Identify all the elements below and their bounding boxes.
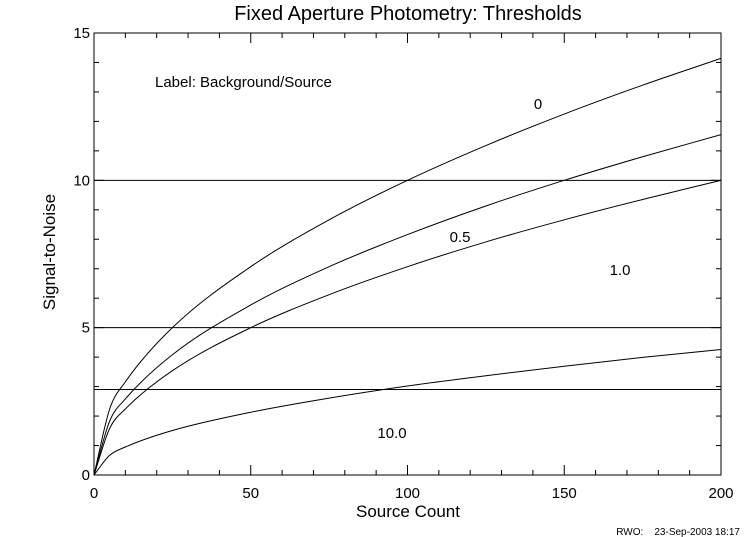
x-tick-label: 100 — [395, 485, 420, 502]
x-tick-label: 200 — [708, 485, 733, 502]
y-tick-label: 15 — [73, 25, 90, 42]
series-line-0.5 — [93, 134, 722, 476]
chart-title: Fixed Aperture Photometry: Thresholds — [234, 3, 582, 25]
series-label-0: 0 — [534, 96, 542, 113]
x-tick-label: 50 — [242, 485, 259, 502]
series-label-1.0: 1.0 — [610, 262, 631, 279]
footer-stamp: RWO: 23-Sep-2003 18:17 — [616, 527, 740, 537]
x-tick-label: 150 — [552, 485, 577, 502]
tick-labels: 0 50 100 150 200 0 5 10 15 — [73, 25, 733, 502]
threshold-lines — [94, 179, 721, 391]
series-label-10.0: 10.0 — [377, 425, 406, 442]
y-tick-label: 0 — [82, 467, 90, 484]
legend-annotation: Label: Background/Source — [155, 74, 332, 91]
series-curves — [93, 57, 722, 476]
axis-ticks — [93, 32, 722, 476]
series-line-0 — [93, 57, 722, 476]
y-axis-label: Signal-to-Noise — [40, 194, 59, 310]
plot-frame — [93, 32, 722, 476]
series-line-1.0 — [93, 179, 722, 476]
x-axis-label: Source Count — [356, 502, 460, 521]
series-label-0.5: 0.5 — [450, 229, 471, 246]
series-line-10.0 — [93, 348, 722, 476]
y-tick-label: 10 — [73, 172, 90, 189]
x-tick-label: 0 — [90, 485, 98, 502]
y-tick-label: 5 — [82, 320, 90, 337]
